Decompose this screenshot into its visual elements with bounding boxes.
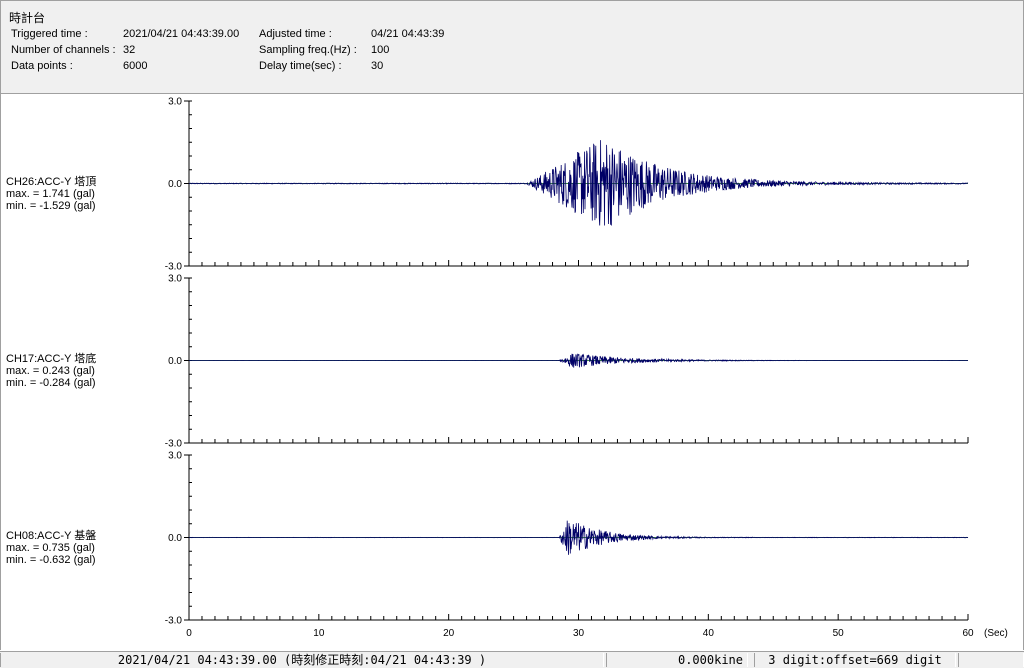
- channel-max: max. = 0.243 (gal): [6, 365, 95, 377]
- y-tick-label: 3.0: [168, 97, 182, 108]
- record-info-panel: 時計台 Triggered time : 2021/04/21 04:43:39…: [0, 0, 1024, 94]
- y-tick-label: -3.0: [165, 616, 183, 627]
- sampling-freq-label: Sampling freq.(Hz) :: [259, 44, 357, 56]
- status-time: 2021/04/21 04:43:39.00 (時刻修正時刻:04/21 04:…: [0, 653, 604, 667]
- delay-time-value: 30: [371, 60, 384, 72]
- channel-min: min. = -1.529 (gal): [6, 200, 96, 212]
- y-tick-label: -3.0: [165, 262, 183, 273]
- adjusted-time-value: 04/21 04:43:39: [371, 28, 445, 40]
- waveform-trace: [188, 520, 969, 555]
- y-tick-label: 0.0: [168, 179, 182, 190]
- triggered-time-value: 2021/04/21 04:43:39.00: [123, 28, 240, 40]
- x-tick-label: 60: [962, 628, 974, 639]
- waveform-trace: [188, 353, 969, 368]
- adjusted-time-label: Adjusted time :: [259, 28, 332, 40]
- waveform-trace: [188, 140, 969, 226]
- channel-min: min. = -0.284 (gal): [6, 377, 96, 389]
- channel-name: CH17:ACC-Y 塔底: [6, 353, 97, 365]
- channel-label-ch26: CH26:ACC-Y 塔頂 max. = 1.741 (gal) min. = …: [6, 176, 96, 212]
- channel-max: max. = 0.735 (gal): [6, 542, 95, 554]
- data-points-value: 6000: [123, 60, 148, 72]
- channel-name: CH26:ACC-Y 塔頂: [6, 176, 97, 188]
- channel-label-ch17: CH17:ACC-Y 塔底 max. = 0.243 (gal) min. = …: [6, 353, 96, 389]
- delay-time-label: Delay time(sec) :: [259, 60, 342, 72]
- x-tick-label: 50: [833, 628, 845, 639]
- x-tick-label: 0: [186, 628, 192, 639]
- status-offset: 3 digit:offset=669 digit: [754, 653, 956, 667]
- triggered-time-label: Triggered time :: [11, 28, 88, 40]
- waveform-chart[interactable]: 3.00.0-3.03.00.0-3.03.00.0-3.00 10 20 30 40 5…: [1, 94, 1023, 650]
- channels-label: Number of channels :: [11, 44, 116, 56]
- waveform-plot-area[interactable]: CH26:ACC-Y 塔頂 max. = 1.741 (gal) min. = …: [0, 94, 1024, 650]
- status-bar: 2021/04/21 04:43:39.00 (時刻修正時刻:04/21 04:…: [0, 651, 1024, 668]
- channel-min: min. = -0.632 (gal): [6, 554, 96, 566]
- y-tick-label: 3.0: [168, 274, 182, 285]
- y-tick-label: 0.0: [168, 533, 182, 544]
- x-tick-label: 30: [573, 628, 585, 639]
- status-extra-pane: [958, 653, 1024, 667]
- channels-value: 32: [123, 44, 136, 56]
- station-title: 時計台: [9, 11, 46, 25]
- y-tick-label: 3.0: [168, 451, 182, 462]
- x-axis-label: (Sec): [984, 628, 1008, 639]
- channel-max: max. = 1.741 (gal): [6, 188, 95, 200]
- y-tick-label: -3.0: [165, 439, 183, 450]
- x-tick-label: 10: [313, 628, 325, 639]
- x-tick-label: 40: [703, 628, 715, 639]
- x-tick-label: 20: [443, 628, 455, 639]
- data-points-label: Data points :: [11, 60, 73, 72]
- sampling-freq-value: 100: [371, 44, 390, 56]
- y-tick-label: 0.0: [168, 356, 182, 367]
- channel-name: CH08:ACC-Y 基盤: [6, 530, 97, 542]
- status-kine: 0.000kine: [606, 653, 748, 667]
- channel-label-ch08: CH08:ACC-Y 基盤 max. = 0.735 (gal) min. = …: [6, 530, 96, 566]
